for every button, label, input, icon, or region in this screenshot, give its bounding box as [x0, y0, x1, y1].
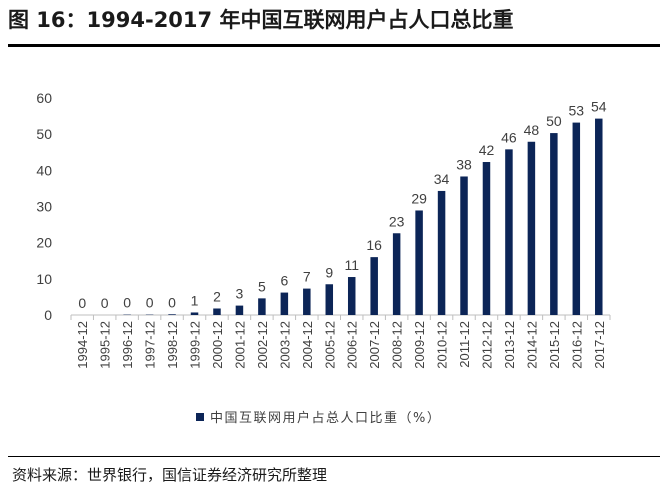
x-tick-label: 1994-12: [75, 321, 90, 369]
data-label: 5: [258, 278, 266, 294]
data-bar: [190, 312, 199, 315]
data-label: 1: [191, 292, 199, 308]
x-tick-label: 2004-12: [300, 321, 315, 369]
data-bar: [280, 292, 289, 315]
data-bar: [370, 257, 378, 315]
data-bar: [258, 298, 266, 315]
y-tick-label: 40: [36, 162, 52, 178]
data-label: 54: [591, 99, 607, 115]
data-bar: [595, 118, 603, 316]
x-tick-label: 2008-12: [390, 321, 405, 369]
y-tick-label: 20: [36, 235, 52, 251]
data-label: 0: [168, 294, 176, 310]
x-tick-label: 1996-12: [120, 321, 135, 369]
y-tick-label: 50: [36, 126, 52, 142]
x-tick-label: 1999-12: [188, 321, 203, 369]
x-tick-label: 2000-12: [210, 321, 225, 369]
x-tick-label: 1995-12: [98, 321, 113, 369]
data-label: 3: [236, 286, 244, 302]
figure-title: 图 16：1994-2017 年中国互联网用户占人口总比重: [8, 8, 514, 32]
data-bar: [482, 162, 491, 315]
data-label: 38: [456, 156, 472, 172]
data-bar: [572, 122, 581, 316]
y-tick-label: 30: [36, 199, 52, 215]
data-bar: [347, 277, 356, 315]
data-label: 11: [344, 257, 359, 273]
data-bar: [505, 149, 513, 315]
data-bar: [325, 284, 334, 315]
data-label: 7: [303, 269, 311, 285]
x-tick-label: 2013-12: [502, 321, 517, 369]
data-label: 2: [213, 288, 221, 304]
data-label: 29: [411, 190, 427, 206]
data-label: 16: [366, 237, 382, 253]
bar-chart: 010203040506001994-1201995-1201996-12019…: [36, 90, 611, 426]
data-label: 42: [479, 142, 495, 158]
data-label: 0: [78, 295, 86, 311]
data-bar: [550, 133, 558, 315]
x-tick-label: 2016-12: [569, 321, 584, 369]
data-label: 34: [434, 171, 450, 187]
x-tick-label: 2017-12: [592, 321, 607, 369]
source-divider: [8, 456, 660, 457]
data-label: 0: [123, 295, 131, 311]
data-label: 48: [524, 122, 540, 138]
x-tick-label: 1998-12: [165, 321, 180, 369]
x-tick-label: 2012-12: [479, 321, 494, 369]
data-bar: [392, 233, 401, 315]
x-tick-label: 2001-12: [232, 321, 247, 369]
data-label: 6: [280, 273, 288, 289]
title-divider: [8, 44, 660, 47]
x-tick-label: 2011-12: [457, 321, 472, 368]
x-tick-label: 2010-12: [435, 321, 450, 369]
data-bar: [235, 305, 244, 315]
x-tick-label: 1997-12: [143, 321, 158, 369]
y-tick-label: 0: [44, 307, 52, 323]
x-tick-label: 2002-12: [255, 321, 270, 369]
data-label: 0: [146, 295, 154, 311]
x-tick-label: 2015-12: [547, 321, 562, 369]
y-tick-label: 10: [36, 271, 52, 287]
data-label: 9: [325, 264, 333, 280]
legend-label: 中国互联网用户占总人口比重（%）: [210, 410, 441, 426]
x-tick-label: 2014-12: [524, 321, 539, 369]
data-label: 23: [389, 213, 405, 229]
data-label: 0: [101, 295, 109, 311]
data-bar: [415, 210, 423, 315]
data-label: 53: [569, 103, 585, 119]
x-tick-label: 2003-12: [277, 321, 292, 369]
data-label: 50: [546, 113, 562, 129]
x-tick-label: 2009-12: [412, 321, 427, 369]
y-tick-label: 60: [36, 90, 52, 106]
data-bar: [460, 176, 468, 315]
source-note: 资料来源：世界银行，国信证券经济研究所整理: [12, 466, 328, 484]
legend-swatch: [196, 413, 204, 421]
data-label: 46: [501, 129, 517, 145]
x-tick-label: 2006-12: [345, 321, 360, 369]
data-bar: [527, 141, 536, 315]
data-bar: [168, 314, 176, 315]
data-bar: [303, 288, 311, 315]
x-tick-label: 2005-12: [322, 321, 337, 369]
data-bar: [213, 308, 221, 315]
data-bar: [437, 190, 446, 315]
x-tick-label: 2007-12: [367, 321, 382, 369]
